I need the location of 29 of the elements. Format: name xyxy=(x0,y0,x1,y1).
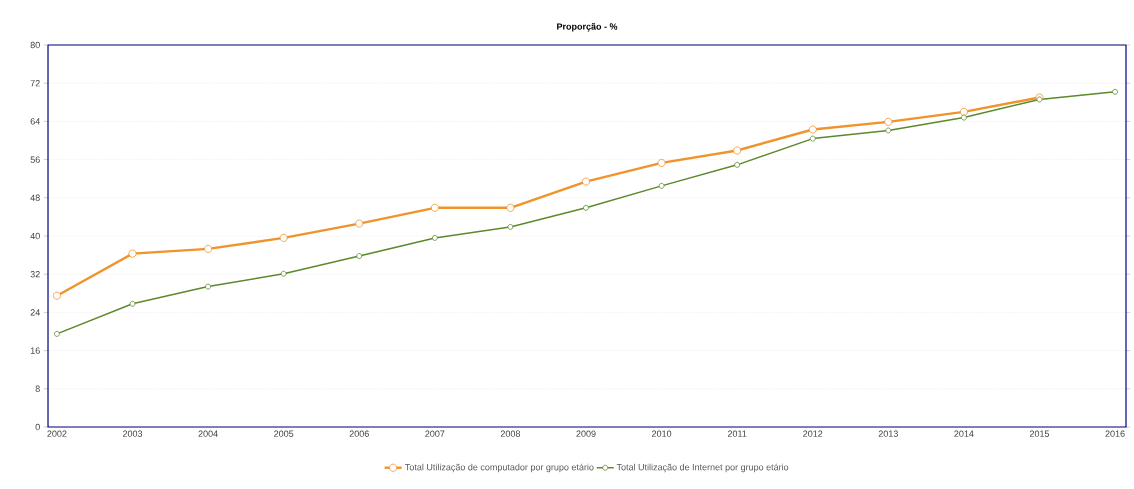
y-tick-label: 0 xyxy=(35,423,40,431)
x-tick-label: 2011 xyxy=(727,430,747,437)
x-tick-label: 2014 xyxy=(954,430,974,437)
y-tick-label: 8 xyxy=(35,385,40,392)
y-tick-label: 80 xyxy=(30,41,40,49)
y-tick-label: 56 xyxy=(30,156,40,163)
legend-label: Total Utilização de Internet por grupo etário xyxy=(616,463,789,473)
x-tick-label: 2015 xyxy=(1029,430,1050,437)
x-tick-label: 2006 xyxy=(349,430,369,437)
x-tick-label: 2013 xyxy=(878,430,898,437)
x-tick-label: 2010 xyxy=(652,430,672,437)
x-tick-label: 2007 xyxy=(425,430,445,437)
y-tick-label: 48 xyxy=(30,194,40,201)
y-tick-label: 16 xyxy=(30,347,40,354)
x-tick-label: 2016 xyxy=(1105,430,1125,437)
y-tick-label: 72 xyxy=(30,80,40,87)
y-tick-label: 24 xyxy=(30,309,40,316)
x-tick-label: 2012 xyxy=(803,430,823,437)
legend-label: Total Utilização de computador por grupo etário xyxy=(405,463,594,473)
x-tick-label: 2003 xyxy=(122,430,143,437)
chart-title: Proporção - % xyxy=(557,23,618,32)
y-tick-label: 64 xyxy=(30,118,40,125)
y-tick-label: 32 xyxy=(30,271,40,278)
x-tick-label: 2005 xyxy=(274,430,294,437)
x-tick-label: 2008 xyxy=(500,430,521,437)
y-tick-label: 40 xyxy=(30,232,40,240)
x-tick-label: 2004 xyxy=(198,430,218,437)
x-tick-label: 2002 xyxy=(47,430,67,437)
x-tick-label: 2009 xyxy=(576,430,596,437)
